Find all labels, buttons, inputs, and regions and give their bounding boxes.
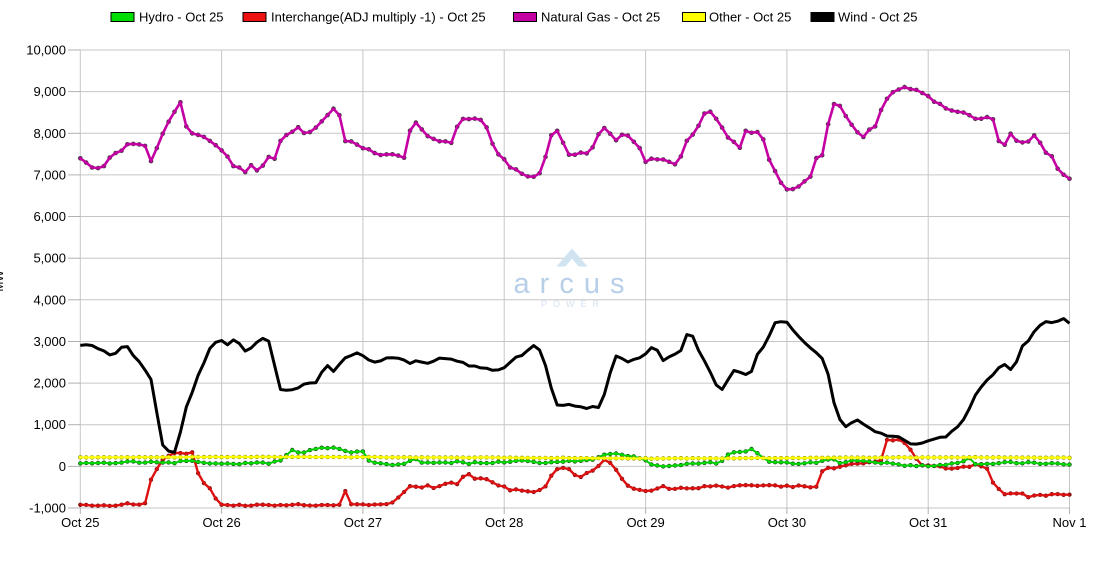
svg-text:Other - Oct 25: Other - Oct 25	[709, 10, 791, 25]
svg-text:Oct 28: Oct 28	[485, 515, 523, 530]
svg-text:Interchange(ADJ multiply -1) -: Interchange(ADJ multiply -1) - Oct 25	[271, 10, 486, 25]
svg-text:POWER: POWER	[541, 299, 605, 309]
svg-text:0: 0	[59, 459, 66, 474]
svg-text:Oct 30: Oct 30	[768, 515, 806, 530]
svg-text:Oct 25: Oct 25	[61, 515, 99, 530]
svg-text:Nov 1: Nov 1	[1053, 515, 1087, 530]
svg-text:3,000: 3,000	[33, 334, 66, 349]
svg-text:arcus: arcus	[514, 268, 635, 300]
svg-text:Wind - Oct 25: Wind - Oct 25	[838, 10, 917, 25]
svg-text:Natural Gas - Oct 25: Natural Gas - Oct 25	[541, 10, 660, 25]
svg-text:9,000: 9,000	[33, 84, 66, 99]
svg-text:1,000: 1,000	[33, 417, 66, 432]
svg-text:10,000: 10,000	[26, 43, 66, 58]
svg-text:MW: MW	[0, 270, 6, 292]
svg-text:Oct 27: Oct 27	[344, 515, 382, 530]
svg-text:4,000: 4,000	[33, 292, 66, 307]
svg-text:-1,000: -1,000	[29, 501, 66, 516]
svg-text:Oct 29: Oct 29	[626, 515, 664, 530]
svg-text:8,000: 8,000	[33, 126, 66, 141]
svg-text:6,000: 6,000	[33, 209, 66, 224]
svg-text:Oct 31: Oct 31	[909, 515, 947, 530]
svg-text:Hydro - Oct 25: Hydro - Oct 25	[139, 10, 224, 25]
svg-text:2,000: 2,000	[33, 376, 66, 391]
svg-text:5,000: 5,000	[33, 251, 66, 266]
svg-text:Oct 26: Oct 26	[202, 515, 240, 530]
svg-text:7,000: 7,000	[33, 167, 66, 182]
